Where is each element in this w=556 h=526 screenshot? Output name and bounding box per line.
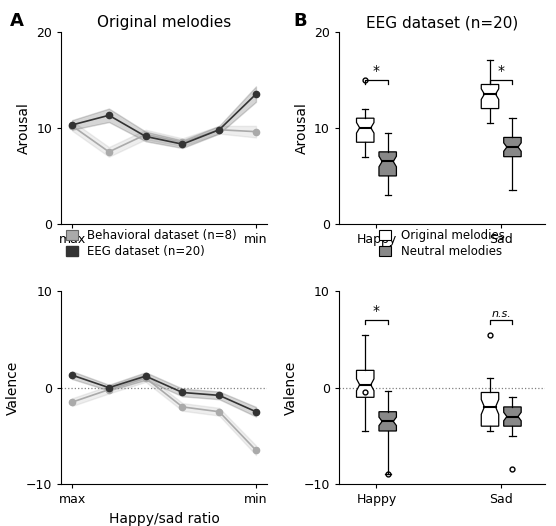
Polygon shape bbox=[356, 118, 374, 142]
Y-axis label: Arousal: Arousal bbox=[17, 102, 31, 154]
Polygon shape bbox=[504, 407, 521, 426]
X-axis label: Happy/sad ratio: Happy/sad ratio bbox=[108, 511, 220, 525]
Text: *: * bbox=[373, 305, 380, 318]
Title: Original melodies: Original melodies bbox=[97, 15, 231, 31]
Y-axis label: Valence: Valence bbox=[284, 360, 298, 415]
Polygon shape bbox=[379, 152, 396, 176]
Polygon shape bbox=[379, 412, 396, 431]
Legend: Behavioral dataset (n=8), EEG dataset (n=20): Behavioral dataset (n=8), EEG dataset (n… bbox=[61, 224, 241, 263]
Text: *: * bbox=[373, 64, 380, 78]
Text: A: A bbox=[9, 12, 23, 31]
Polygon shape bbox=[504, 137, 521, 157]
Text: n.s.: n.s. bbox=[492, 309, 511, 319]
Text: B: B bbox=[294, 12, 307, 31]
Y-axis label: Arousal: Arousal bbox=[295, 102, 309, 154]
Polygon shape bbox=[481, 392, 499, 426]
Y-axis label: Valence: Valence bbox=[6, 360, 20, 415]
Polygon shape bbox=[356, 370, 374, 397]
Legend: Original melodies, Neutral melodies: Original melodies, Neutral melodies bbox=[375, 224, 509, 263]
Polygon shape bbox=[481, 85, 499, 108]
Title: EEG dataset (n=20): EEG dataset (n=20) bbox=[366, 15, 518, 31]
Text: *: * bbox=[498, 64, 505, 78]
